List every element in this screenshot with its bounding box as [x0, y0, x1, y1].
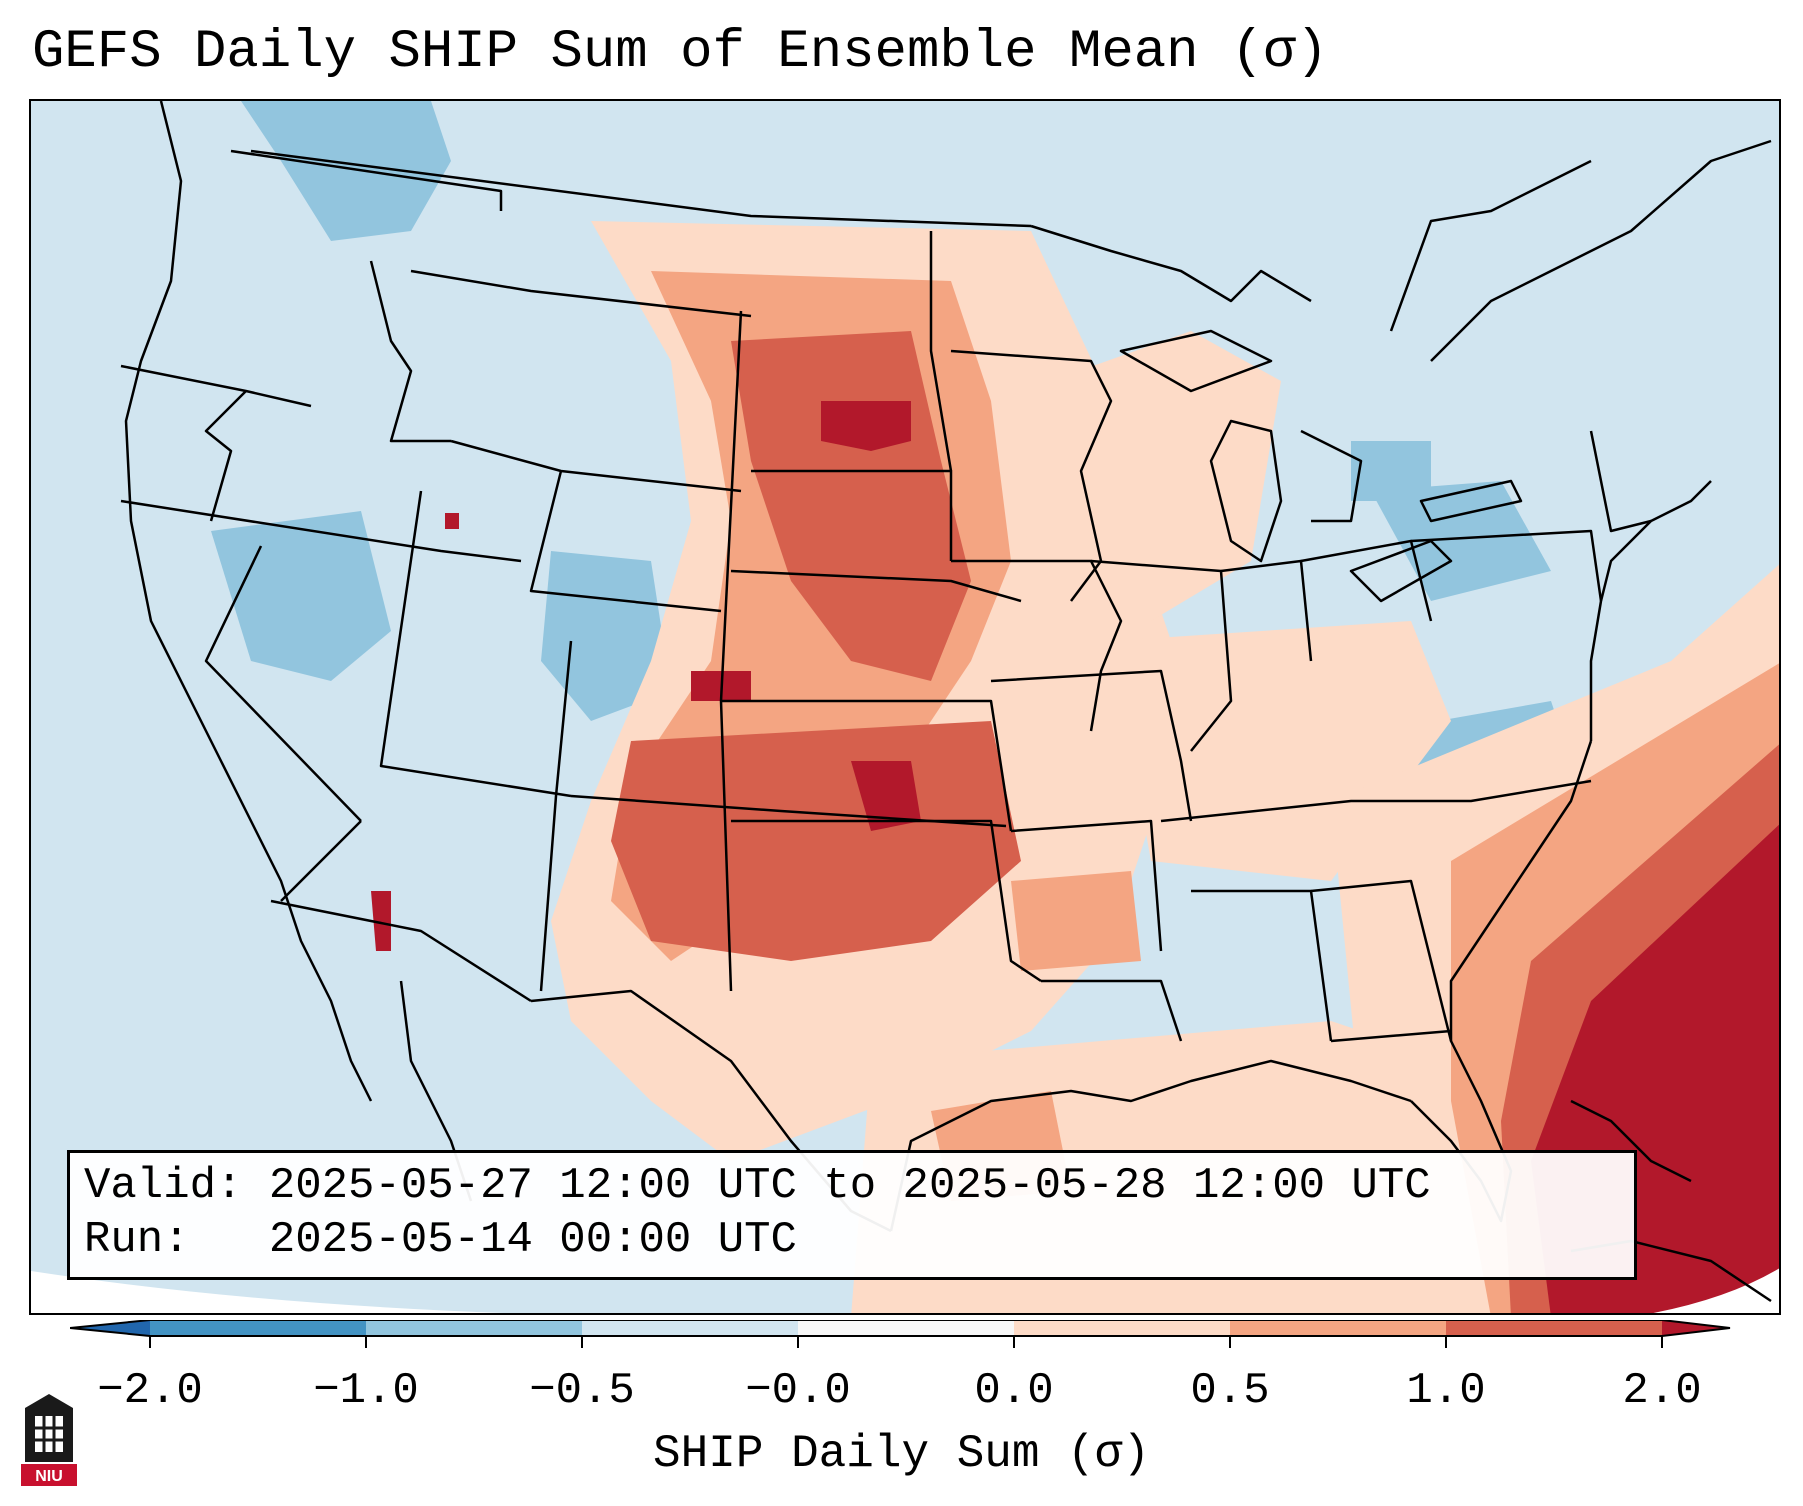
bahamas: [1570, 1099, 1692, 1183]
border-mo-ar: [990, 669, 1193, 822]
field-southern-plains-dark: [611, 721, 1021, 961]
border-fl-north: [1330, 1029, 1452, 1043]
border-ca-nv: [204, 545, 362, 822]
border-or-ca-nv-north: [120, 499, 522, 563]
logo-band: [21, 1464, 77, 1486]
field-sd-max: [821, 401, 911, 451]
map-panel: Valid: 2025-05-27 12:00 UTC to 2025-05-2…: [29, 99, 1781, 1315]
lake-erie: [1349, 539, 1453, 603]
run-label: Run:: [84, 1215, 190, 1265]
run-value: 2025-05-14 00:00 UTC: [268, 1215, 797, 1265]
colorbar-extend-high: [1662, 1320, 1730, 1336]
anomaly-fields: [31, 101, 1779, 1313]
field-ontario-blue: [1351, 441, 1431, 501]
mid-atlantic-coastline: [1589, 480, 1712, 741]
border-mn-nd: [929, 231, 953, 472]
colorbar: [70, 1320, 1731, 1348]
border-ut-az-nm: [539, 640, 573, 992]
border-ca-az: [280, 820, 362, 902]
colorbar-tick-label: 2.0: [1622, 1366, 1702, 1416]
stlawrence-coastline: [1430, 139, 1772, 362]
border-ny-ne: [1589, 430, 1652, 533]
border-ne-ks: [730, 569, 1022, 603]
border-ar-la: [1010, 819, 1163, 952]
colorbar-seg-n1-n05: [366, 1320, 582, 1336]
border-great-lakes-north: [1030, 224, 1312, 303]
colorbar-tick-label: 1.0: [1406, 1366, 1486, 1416]
border-il-in: [1090, 559, 1233, 752]
colorbar-seg-0-05: [1014, 1320, 1230, 1336]
border-mexico-west: [270, 899, 532, 1003]
border-nv-ut: [379, 490, 572, 798]
pacific-coastline: [124, 101, 373, 1102]
border-49th-parallel: [250, 149, 1032, 228]
border-tn-nc: [1160, 779, 1592, 823]
gulf-coastline: [889, 1059, 1412, 1232]
chart-title: GEFS Daily SHIP Sum of Ensemble Mean (σ): [32, 22, 1329, 83]
field-northeast-blue: [1371, 481, 1551, 601]
quebec-coastline: [1389, 159, 1592, 332]
colorbar-extend-low: [70, 1320, 150, 1336]
lake-superior: [1119, 329, 1273, 393]
colorbar-tick-label: −1.0: [313, 1366, 419, 1416]
border-pa-ny: [1410, 529, 1603, 602]
border-mt-north: [410, 269, 752, 318]
valid-value: 2025-05-27 12:00 UTC to 2025-05-28 12:00…: [268, 1161, 1431, 1211]
run-line: Run: 2025-05-14 00:00 UTC: [84, 1215, 797, 1265]
lake-ontario: [1419, 479, 1523, 523]
colorbar-tick-label: −0.5: [529, 1366, 635, 1416]
field-utah-max: [445, 513, 459, 529]
niu-logo: NIU: [21, 1394, 77, 1486]
projection-edge-right: [1653, 1268, 1779, 1313]
border-la: [1041, 979, 1183, 1042]
border-canada-west: [230, 149, 503, 211]
border-ia-mo: [951, 559, 1123, 732]
colorbar-tick-label: −2.0: [97, 1366, 203, 1416]
valid-line: Valid: 2025-05-27 12:00 UTC to 2025-05-2…: [84, 1161, 1431, 1211]
info-box: Valid: 2025-05-27 12:00 UTC to 2025-05-2…: [67, 1150, 1637, 1280]
colorbar-axis-label: SHIP Daily Sum (σ): [653, 1428, 1150, 1480]
colorbar-tick-label: −0.0: [745, 1366, 851, 1416]
border-al-ga: [1310, 879, 1453, 1042]
valid-label: Valid:: [84, 1161, 243, 1211]
field-nevada-blue: [211, 511, 391, 681]
colorbar-seg-zero: [798, 1320, 1014, 1336]
projection-edge: [31, 1271, 504, 1313]
field-colorado-blue: [541, 551, 671, 721]
colorbar-ticks: [149, 1336, 1663, 1348]
colorbar-seg-n05-0: [582, 1320, 798, 1336]
border-ok-tx: [731, 819, 1042, 983]
logo-text: NIU: [35, 1468, 63, 1485]
border-mn-wi-ia: [950, 349, 1113, 602]
border-id-mt: [369, 260, 451, 443]
map-canvas: [31, 101, 1779, 1313]
field-louisiana-medium: [1011, 871, 1141, 971]
colorbar-seg-05-1: [1230, 1320, 1446, 1336]
lake-michigan: [1209, 419, 1283, 563]
border-ks-ok: [721, 699, 1013, 832]
colorbar-tick-label: 0.5: [1190, 1366, 1270, 1416]
field-ok-max: [851, 761, 921, 831]
border-wy-co: [529, 470, 722, 613]
border-or-id: [204, 390, 247, 522]
colorbar-seg-1-2: [1446, 1320, 1662, 1336]
colorbar-tick-label: 0.0: [974, 1366, 1054, 1416]
field-gulf-ca-max: [371, 891, 391, 951]
lake-huron: [1300, 429, 1363, 523]
colorbar-seg-n2-n1: [150, 1320, 366, 1336]
field-nw-blue: [241, 101, 451, 241]
field-midwest-light: [911, 331, 1281, 621]
